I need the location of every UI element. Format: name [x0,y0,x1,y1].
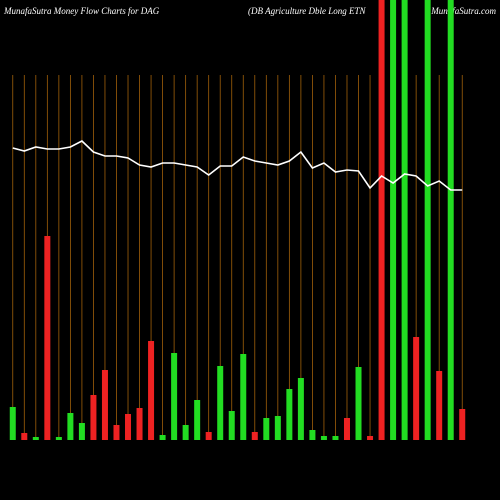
bar [125,414,132,440]
bar [436,371,443,440]
bar [148,341,155,440]
bar [217,366,224,440]
bar [459,409,466,440]
bar [182,425,189,440]
bar [297,378,304,440]
bar [32,437,39,440]
bar [413,337,420,440]
price-line [12,140,463,191]
bar [251,432,258,440]
bar [367,436,374,440]
bar [67,413,74,440]
chart-title: MunafaSutra Money Flow Charts for DAG [3,6,160,16]
bar [390,0,397,440]
bar [44,236,51,440]
bar [159,435,166,440]
bar [194,400,201,440]
bar [309,430,316,440]
bar [424,0,431,440]
bar [55,437,62,440]
bar [240,354,247,440]
bar [447,0,454,440]
bar [136,408,143,440]
bar [286,389,293,440]
bar [320,436,327,440]
bar [263,418,270,440]
bar [113,425,120,440]
bar [274,416,281,440]
bar [401,0,408,440]
bar [332,436,339,440]
bar [78,423,85,440]
bar [228,411,235,440]
bar [21,433,28,440]
bar [205,432,212,440]
bar [355,367,362,440]
chart-subtitle: (DB Agriculture Dble Long ETN [248,6,366,16]
bar [101,370,108,440]
bar [343,418,350,440]
bar [378,0,385,440]
bar [90,395,97,440]
source: MunafaSutra.com [430,6,496,16]
bar [9,407,16,440]
bar [171,353,178,440]
